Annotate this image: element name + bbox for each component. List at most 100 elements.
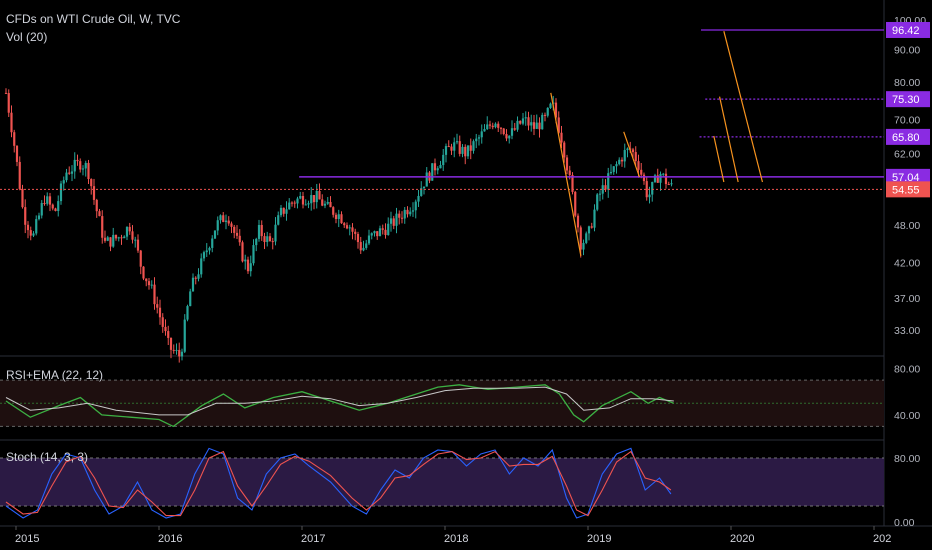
candle-body — [84, 162, 87, 169]
candle-body — [211, 238, 214, 248]
x-tick-label: 2019 — [587, 533, 611, 545]
candle-body — [659, 173, 662, 183]
candle-body — [263, 236, 266, 243]
candle-body — [40, 203, 43, 216]
x-tick-label: 2017 — [301, 533, 325, 545]
candle-body — [21, 188, 24, 208]
candle-body — [323, 203, 327, 206]
candle-body — [219, 215, 222, 221]
candle-body — [274, 224, 277, 242]
candle-body — [488, 124, 492, 126]
candle-body — [466, 145, 470, 157]
candle-body — [296, 198, 299, 204]
candle-body — [356, 233, 360, 243]
candle-body — [631, 149, 635, 153]
candle-body — [257, 224, 261, 239]
price-tag-75.30: 75.30 — [886, 91, 930, 108]
rsi-series-rsi — [5, 384, 675, 428]
stoch-series-k — [5, 447, 672, 519]
candle-body — [332, 207, 335, 215]
rsi-series-ema — [5, 386, 674, 416]
candle-body — [279, 207, 283, 216]
candle-body — [4, 92, 8, 94]
candle-body — [26, 224, 30, 231]
candle-body — [645, 181, 648, 198]
stoch-label: Stoch (14, 3, 3) — [6, 450, 89, 464]
candle-body — [114, 234, 118, 239]
candle-body — [472, 141, 475, 151]
candle-body — [420, 188, 423, 196]
candle-body — [230, 223, 233, 227]
x-tick-label: 2018 — [444, 533, 468, 545]
candle-body — [125, 226, 129, 237]
candle-body — [601, 185, 604, 194]
candle-body — [260, 224, 263, 237]
candle-body — [255, 238, 258, 246]
candle-body — [532, 122, 536, 129]
candle-body — [400, 217, 404, 219]
price-tag-label: 96.42 — [892, 25, 920, 37]
candle-body — [79, 161, 82, 170]
candle-body — [557, 117, 560, 133]
candle-body — [15, 145, 19, 162]
candle-body — [271, 241, 274, 243]
candle-body — [510, 128, 514, 136]
candle-body — [598, 193, 602, 195]
candle-body — [238, 235, 241, 243]
candle-body — [662, 173, 665, 175]
candle-body — [172, 349, 175, 351]
trend-line — [723, 31, 764, 183]
candle-body — [180, 351, 184, 357]
candle-body — [513, 128, 516, 130]
candle-body — [431, 163, 434, 181]
candle-body — [634, 152, 637, 162]
candle-body — [593, 209, 596, 228]
candle-body — [502, 128, 505, 135]
candle-body — [189, 291, 192, 307]
candle-body — [648, 194, 651, 198]
candle-body — [87, 162, 90, 180]
candle-body — [90, 179, 93, 187]
candle-body — [277, 215, 280, 225]
candle-body — [519, 120, 522, 124]
candle-body — [653, 175, 657, 182]
candle-body — [123, 236, 126, 239]
candle-body — [464, 146, 467, 157]
candle-body — [568, 170, 571, 176]
price-tick-label: 37.00 — [894, 293, 920, 305]
candle-body — [521, 118, 525, 124]
candle-body — [345, 225, 349, 229]
candle-body — [354, 231, 357, 234]
candle-body — [365, 243, 368, 248]
candle-body — [285, 209, 288, 214]
candle-body — [68, 172, 71, 174]
candle-body — [109, 237, 112, 247]
stoch-tick-label: 0.00 — [894, 517, 915, 529]
candle-body — [381, 228, 384, 230]
candle-body — [139, 250, 142, 267]
candle-body — [579, 227, 582, 250]
candle-body — [414, 201, 417, 211]
price-tag-box — [886, 168, 930, 185]
candle-body — [301, 195, 305, 205]
candle-body — [307, 203, 310, 205]
candle-body — [117, 237, 120, 239]
trend-line — [713, 135, 725, 183]
candle-body — [222, 215, 225, 222]
candle-body — [145, 278, 148, 282]
candle-body — [609, 171, 613, 174]
candle-body — [543, 114, 547, 116]
candle-body — [112, 234, 115, 247]
candle-body — [403, 209, 406, 219]
candle-body — [343, 223, 346, 226]
candle-body — [340, 214, 343, 224]
candle-body — [293, 202, 296, 204]
candle-body — [411, 210, 415, 212]
candle-body — [508, 135, 511, 139]
candle-body — [442, 154, 445, 166]
candle-body — [290, 202, 294, 204]
candle-body — [670, 183, 673, 185]
candle-body — [169, 337, 173, 350]
candle-body — [450, 146, 453, 151]
